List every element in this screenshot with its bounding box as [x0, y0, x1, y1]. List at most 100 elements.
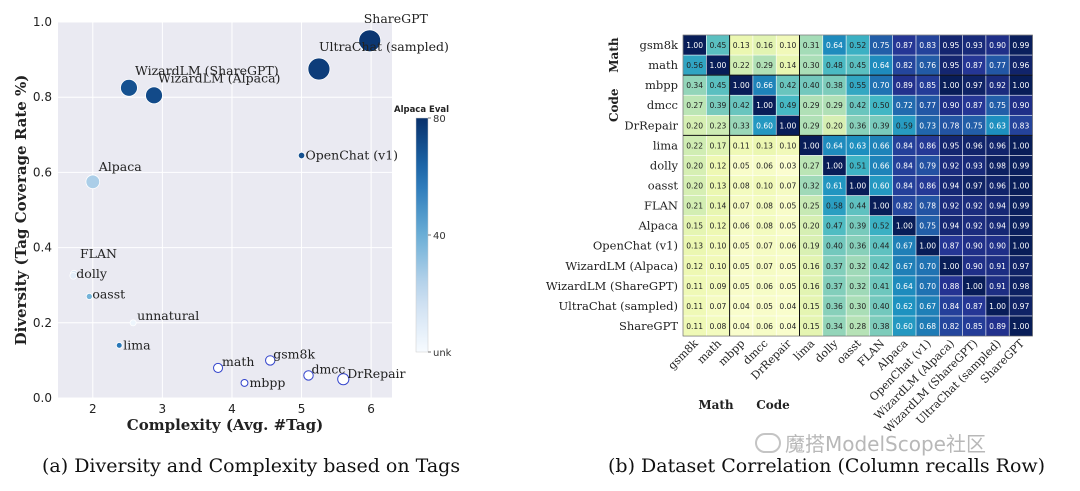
heatmap-cell-value: 0.87 [896, 41, 913, 50]
heatmap-cell-value: 0.92 [942, 161, 959, 170]
row-label: dmcc [647, 98, 678, 112]
heatmap-cell-value: 0.87 [966, 101, 983, 110]
heatmap-cell-value: 0.87 [966, 61, 983, 70]
heatmap-cell-value: 0.90 [989, 242, 1006, 251]
heatmap-cell-value: 0.78 [919, 202, 936, 211]
heatmap-cell-value: 0.94 [989, 222, 1006, 231]
heatmap-cell-value: 0.05 [779, 222, 796, 231]
heatmap-cell-value: 0.95 [942, 141, 959, 150]
point-label: DrRepair [347, 366, 405, 381]
heatmap-cell-value: 0.90 [966, 242, 983, 251]
point-label: FLAN [80, 246, 117, 261]
point-label: Alpaca [98, 159, 142, 174]
heatmap-cell-value: 0.07 [709, 302, 726, 311]
point-label: lima [123, 337, 151, 352]
heatmap-cell-value: 0.99 [1012, 202, 1029, 211]
scatter-point-unnatural [129, 319, 137, 327]
heatmap-cell-value: 0.20 [686, 182, 703, 191]
heatmap-cell-value: 0.16 [803, 262, 820, 271]
heatmap-cell-value: 0.05 [733, 242, 750, 251]
heatmap-cell-value: 1.00 [896, 222, 913, 231]
heatmap-cell-value: 0.06 [756, 161, 773, 170]
heatmap-cell-value: 1.00 [709, 61, 726, 70]
heatmap-cell-value: 0.29 [756, 61, 773, 70]
heatmap-cell-value: 0.23 [709, 121, 726, 130]
heatmap-cell-value: 0.05 [733, 161, 750, 170]
heatmap-cell-value: 0.73 [919, 121, 936, 130]
heatmap-cell-value: 0.75 [966, 121, 983, 130]
heatmap-cell-value: 0.45 [709, 81, 726, 90]
heatmap-cell-value: 0.34 [686, 81, 703, 90]
heatmap-cell-value: 0.13 [686, 242, 703, 251]
heatmap-cell-value: 0.96 [989, 141, 1006, 150]
heatmap-cell-value: 0.14 [779, 61, 796, 70]
heatmap-cell-value: 0.76 [919, 61, 936, 70]
heatmap-cell-value: 0.38 [873, 322, 890, 331]
heatmap-cell-value: 0.84 [896, 141, 913, 150]
heatmap-cell-value: 0.97 [966, 81, 983, 90]
heatmap-cell-value: 0.42 [849, 101, 866, 110]
heatmap-cell-value: 0.08 [733, 182, 750, 191]
heatmap-cell-value: 1.00 [733, 81, 750, 90]
row-label: dolly [650, 158, 679, 172]
heatmap-cell-value: 0.04 [733, 302, 750, 311]
correlation-heatmap: 1.00 0.45 0.13 0.16 0.10 0.31 0.64 0.52 0.75 0.87… [546, 34, 1034, 436]
heatmap-cell-value: 0.05 [733, 262, 750, 271]
scatter-point-ultrachat-sampled- [307, 57, 331, 81]
heatmap-cell-value: 0.10 [709, 262, 726, 271]
heatmap-cell-value: 0.67 [896, 262, 913, 271]
heatmap-cell-value: 0.98 [1012, 282, 1029, 291]
point-label: math [222, 354, 254, 369]
row-label: WizardLM (Alpaca) [565, 259, 678, 273]
heatmap-cell-value: 0.89 [896, 81, 913, 90]
heatmap-cell-value: 0.07 [756, 242, 773, 251]
scatter-point-sharegpt [358, 29, 382, 53]
heatmap-cell-value: 0.05 [779, 202, 796, 211]
heatmap-cell-value: 0.27 [686, 101, 703, 110]
row-group-label: Code [607, 88, 621, 122]
heatmap-cell-value: 0.82 [896, 202, 913, 211]
point-label: oasst [92, 286, 125, 301]
heatmap-cell-value: 0.10 [779, 141, 796, 150]
heatmap-cell-value: 1.00 [966, 282, 983, 291]
heatmap-cell-value: 0.11 [686, 282, 703, 291]
heatmap-border [682, 34, 1033, 337]
heatmap-cell-value: 0.89 [989, 322, 1006, 331]
heatmap-cell-value: 0.83 [919, 41, 936, 50]
heatmap-cell-value: 0.92 [966, 202, 983, 211]
heatmap-cell-value: 0.36 [849, 121, 866, 130]
heatmap-cell-value: 0.93 [966, 41, 983, 50]
heatmap-cell-value: 0.06 [756, 282, 773, 291]
colorbar-title: Alpaca Eval [394, 105, 449, 115]
column-group-label: Math [698, 398, 734, 412]
heatmap-cell-value: 0.84 [896, 182, 913, 191]
row-label: ShareGPT [619, 319, 678, 333]
x-tick-label: 6 [367, 402, 375, 416]
point-label: dmcc [312, 361, 346, 376]
heatmap-cell-value: 0.37 [826, 262, 843, 271]
heatmap-cell-value: 0.27 [803, 161, 820, 170]
heatmap-cell-value: 0.67 [919, 302, 936, 311]
heatmap-cell-value: 0.95 [942, 61, 959, 70]
row-label: DrRepair [624, 118, 678, 132]
heatmap-cell-value: 0.92 [989, 81, 1006, 90]
heatmap-cell-value: 0.30 [849, 302, 866, 311]
heatmap-cell-value: 0.36 [849, 242, 866, 251]
heatmap-cell-value: 0.40 [826, 242, 843, 251]
heatmap-cell-value: 0.20 [686, 121, 703, 130]
heatmap-cell-value: 0.29 [803, 121, 820, 130]
heatmap-cell-value: 0.51 [849, 161, 866, 170]
heatmap-cell-value: 0.75 [989, 101, 1006, 110]
y-axis-label: Diversity (Tag Coverage Rate %) [12, 75, 30, 346]
row-label: UltraChat (sampled) [558, 299, 678, 313]
heatmap-cell-value: 0.82 [942, 322, 959, 331]
x-tick-label: 3 [159, 402, 167, 416]
row-label: OpenChat (v1) [593, 239, 678, 253]
heatmap-cell-value: 0.99 [1012, 222, 1029, 231]
heatmap-cell-value: 0.45 [849, 61, 866, 70]
heatmap-cell-value: 0.29 [803, 101, 820, 110]
scatter-caption: (a) Diversity and Complexity based on Ta… [42, 455, 461, 477]
heatmap-cell-value: 0.70 [919, 282, 936, 291]
heatmap-cell-value: 0.55 [849, 81, 866, 90]
point-label: dolly [76, 266, 108, 281]
